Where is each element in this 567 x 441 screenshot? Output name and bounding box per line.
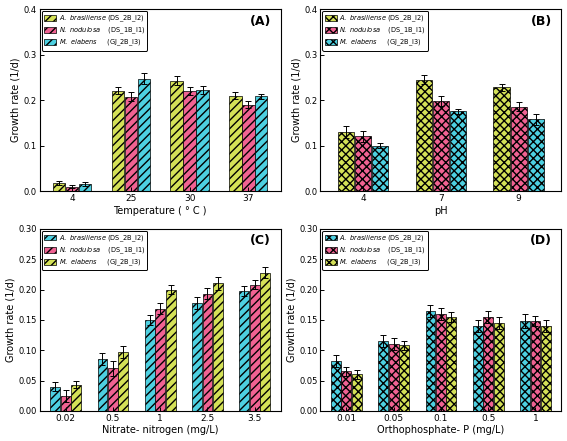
Bar: [171, 81, 183, 191]
Bar: [433, 101, 449, 191]
Bar: [355, 136, 371, 191]
Bar: [338, 132, 354, 191]
Bar: [166, 290, 176, 411]
Bar: [250, 285, 260, 411]
Bar: [255, 97, 268, 191]
Bar: [388, 344, 399, 411]
Bar: [138, 78, 150, 191]
Bar: [493, 87, 510, 191]
Text: (A): (A): [249, 15, 271, 27]
Bar: [510, 107, 527, 191]
Bar: [399, 345, 409, 411]
Bar: [119, 352, 128, 411]
Y-axis label: Growth rate (1/d): Growth rate (1/d): [11, 58, 21, 142]
Bar: [125, 97, 137, 191]
Legend: $\it{A.}$ $\it{brasiliense}$ (DS_2B_I2), $\it{N.}$ $\it{nodulosa}$    (DS_1B_I1): $\it{A.}$ $\it{brasiliense}$ (DS_2B_I2),…: [322, 11, 428, 51]
Bar: [331, 361, 341, 411]
Bar: [378, 341, 388, 411]
Bar: [79, 184, 91, 191]
Legend: $\it{A.}$ $\it{brasiliense}$ (DS_2B_I2), $\it{N.}$ $\it{nodulosa}$    (DS_1B_I1): $\it{A.}$ $\it{brasiliense}$ (DS_2B_I2),…: [41, 231, 147, 270]
Bar: [416, 79, 432, 191]
X-axis label: Temperature ( ° C ): Temperature ( ° C ): [113, 206, 207, 216]
Bar: [196, 90, 209, 191]
Bar: [61, 396, 70, 411]
Bar: [372, 146, 388, 191]
Bar: [108, 368, 118, 411]
Bar: [426, 311, 435, 411]
Legend: $\it{A.}$ $\it{brasiliense}$ (DS_2B_I2), $\it{N.}$ $\it{nodulosa}$    (DS_1B_I1): $\it{A.}$ $\it{brasiliense}$ (DS_2B_I2),…: [322, 231, 428, 270]
Bar: [446, 317, 456, 411]
Legend: $\it{A.}$ $\it{brasiliense}$ (DS_2B_I2), $\it{N.}$ $\it{nodulosa}$    (DS_1B_I1): $\it{A.}$ $\it{brasiliense}$ (DS_2B_I2),…: [41, 11, 147, 51]
Bar: [202, 294, 213, 411]
Bar: [528, 119, 544, 191]
Bar: [473, 326, 483, 411]
Bar: [192, 303, 202, 411]
Bar: [541, 326, 551, 411]
Bar: [260, 273, 270, 411]
Bar: [98, 359, 107, 411]
Bar: [229, 96, 242, 191]
Bar: [242, 105, 255, 191]
Bar: [531, 321, 540, 411]
Bar: [50, 387, 60, 411]
Text: (D): (D): [530, 234, 552, 247]
Bar: [66, 187, 78, 191]
Text: (C): (C): [250, 234, 271, 247]
Bar: [53, 183, 65, 191]
Bar: [112, 90, 124, 191]
Bar: [520, 321, 530, 411]
Bar: [184, 91, 196, 191]
Y-axis label: Growth rate (1/d): Growth rate (1/d): [6, 278, 15, 362]
Bar: [494, 323, 503, 411]
Bar: [483, 317, 493, 411]
Bar: [436, 314, 446, 411]
X-axis label: Orthophosphate- P (mg/L): Orthophosphate- P (mg/L): [377, 426, 505, 435]
Bar: [145, 320, 155, 411]
Bar: [71, 385, 81, 411]
Text: (B): (B): [531, 15, 552, 27]
X-axis label: Nitrate- nitrogen (mg/L): Nitrate- nitrogen (mg/L): [102, 426, 218, 435]
Bar: [155, 309, 165, 411]
Bar: [239, 291, 249, 411]
Y-axis label: Growth rate (1/d): Growth rate (1/d): [286, 278, 297, 362]
Bar: [213, 284, 223, 411]
Bar: [341, 371, 352, 411]
Bar: [450, 112, 466, 191]
Bar: [352, 374, 362, 411]
X-axis label: pH: pH: [434, 206, 448, 216]
Y-axis label: Growth rate (1/d): Growth rate (1/d): [291, 58, 302, 142]
